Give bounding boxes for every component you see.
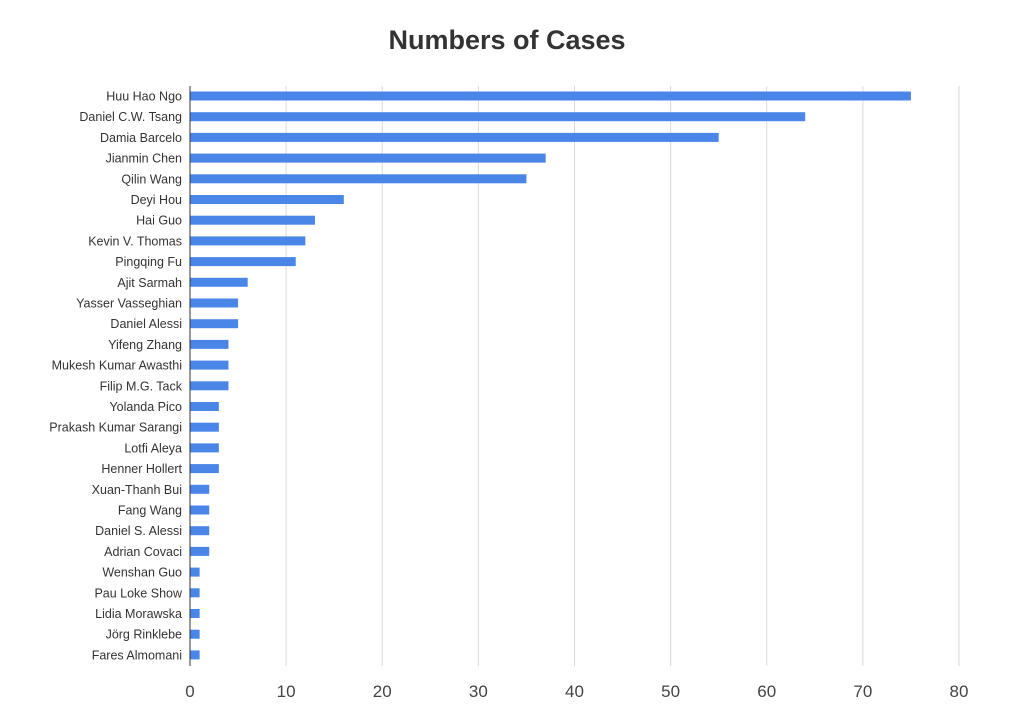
category-label: Yasser Vasseghian [76,297,182,311]
category-label: Lotfi Aleya [124,441,182,455]
category-label: Huu Hao Ngo [106,90,182,104]
chart-title: Numbers of Cases [388,25,625,55]
bar [190,277,248,287]
category-label: Daniel Alessi [110,317,182,331]
x-tick-label: 70 [853,682,872,701]
bar [190,629,200,639]
category-label: Daniel C.W. Tsang [79,110,182,124]
bar [190,464,219,474]
category-label: Yifeng Zhang [108,338,182,352]
category-label: Jörg Rinklebe [106,628,182,642]
category-label: Damia Barcelo [100,131,182,145]
bar [190,381,229,391]
category-label: Xuan-Thanh Bui [92,483,182,497]
bar [190,402,219,411]
category-label: Kevin V. Thomas [88,234,182,248]
category-label: Pau Loke Show [94,586,183,600]
bar [190,588,200,598]
category-label: Filip M.G. Tack [100,379,183,393]
bar [190,443,219,453]
x-tick-label: 0 [185,682,194,701]
category-label: Mukesh Kumar Awasthi [52,359,182,373]
category-label: Fang Wang [118,504,182,518]
bar [190,567,200,577]
bar [190,91,911,101]
category-labels: Huu Hao Ngo Daniel C.W. Tsang Damia Barcel… [49,90,183,663]
x-tick-label: 80 [950,682,969,701]
category-label: Prakash Kumar Sarangi [49,421,182,435]
category-label: Lidia Morawska [95,607,182,621]
category-label: Fares Almomani [92,648,182,662]
bar [190,484,210,494]
category-label: Daniel S. Alessi [95,524,182,538]
bar [190,505,210,515]
bar [190,153,546,163]
bar [190,215,315,225]
category-label: Henner Hollert [101,462,182,476]
x-tick-label: 10 [277,682,296,701]
bar [190,236,306,246]
bar [190,650,200,660]
bar [190,112,806,122]
x-tick-label: 50 [661,682,680,701]
category-label: Yolanda Pico [109,400,182,414]
bar [190,195,344,204]
bar [190,609,200,618]
category-label: Ajit Sarmah [117,276,182,290]
bar [190,174,527,184]
category-label: Qilin Wang [121,172,182,186]
bar [190,339,229,349]
bar [190,546,210,556]
category-label: Jianmin Chen [106,152,182,166]
bar [190,422,219,432]
category-label: Deyi Hou [131,193,182,207]
x-tick-label: 60 [757,682,776,701]
category-label: Pingqing Fu [115,255,182,269]
category-label: Adrian Covaci [104,545,182,559]
bar [190,257,296,267]
bar [190,132,719,142]
bar [190,360,229,370]
bar [190,319,239,329]
category-label: Wenshan Guo [102,566,182,580]
gridlines [285,86,960,666]
bar [190,526,210,536]
x-tick-label: 20 [373,682,392,701]
bar [190,298,239,308]
bars [190,91,911,660]
x-tick-label: 40 [565,682,584,701]
x-tick-label: 30 [469,682,488,701]
x-axis-tick-labels: 0 10 20 30 40 50 60 70 80 [185,682,968,701]
category-label: Hai Guo [136,214,182,228]
